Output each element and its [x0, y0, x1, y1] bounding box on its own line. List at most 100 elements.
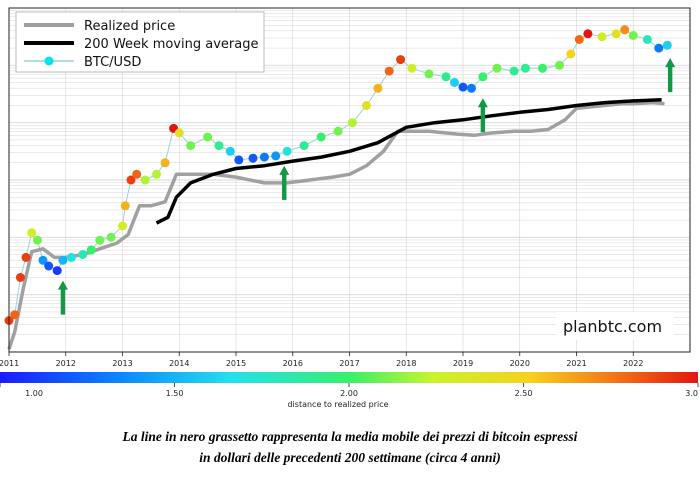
btc-usd-point [271, 151, 281, 161]
btc-usd-point [78, 250, 88, 259]
btc-usd-point [120, 201, 130, 211]
legend-btc-marker-icon [44, 56, 54, 66]
watermark-box [556, 312, 674, 340]
x-tick-label: 2013 [112, 359, 132, 368]
colorbar-tick-label: 1.00 [25, 389, 43, 398]
btc-usd-point [234, 155, 244, 165]
btc-usd-point [282, 146, 292, 156]
ma200-line [155, 97, 662, 225]
x-tick-label: 2021 [566, 359, 586, 368]
btc-usd-point [424, 69, 434, 79]
realized-price-line [7, 100, 665, 350]
x-tick-label: 2012 [56, 359, 76, 368]
colorbar-tick-label: 2.50 [515, 389, 533, 398]
btc-usd-point [86, 245, 96, 255]
btc-usd-point [52, 266, 62, 276]
btc-usd-point [478, 72, 488, 82]
green-arrow-shaft [480, 106, 486, 133]
caption: La line in nero grassetto rappresenta la… [0, 426, 700, 468]
btc-usd-point [27, 228, 37, 238]
btc-usd-point [186, 141, 196, 151]
green-arrow-head [57, 280, 68, 290]
btc-usd-point [44, 261, 54, 271]
btc-usd-point [132, 169, 142, 179]
btc-usd-point [566, 49, 576, 59]
btc-usd-point [384, 66, 394, 76]
legend-btc-label: BTC/USD [84, 55, 141, 70]
btc-usd-point [441, 72, 451, 82]
btc-usd-point [407, 63, 417, 73]
btc-usd-point [248, 153, 258, 163]
btc-usd-point [583, 29, 593, 39]
btc-usd-point [10, 310, 20, 320]
btc-usd-point [373, 83, 383, 93]
colorbar-tick-label: 1.50 [166, 389, 184, 398]
legend-realized-label: Realized price [84, 19, 175, 34]
green-arrow-head [665, 58, 676, 68]
btc-usd-point [492, 63, 502, 73]
series-layer [4, 25, 672, 350]
x-tick-label: 2018 [396, 359, 416, 368]
x-tick-label: 2014 [169, 359, 189, 368]
x-tick-label: 2020 [510, 359, 530, 368]
btc-usd-point [259, 152, 269, 162]
btc-usd-point [597, 32, 607, 42]
btc-usd-point [225, 146, 235, 156]
colorbar-ticks: 1.00 1.50 2.00 2.50 3.0 [0, 383, 699, 398]
x-tick-labels: 2011 2012 2013 2014 2015 2016 2017 2018 2019 2020… [0, 352, 643, 368]
btc-usd-point [140, 175, 150, 185]
btc-usd-point [95, 235, 105, 245]
btc-usd-point [174, 128, 184, 138]
x-tick-label: 2022 [623, 359, 643, 368]
btc-usd-point [458, 82, 468, 92]
btc-usd-point [160, 158, 170, 168]
x-tick-label: 2016 [283, 359, 303, 368]
btc-usd-point [520, 63, 530, 73]
btc-usd-point [396, 55, 406, 65]
legend-ma200-label: 200 Week moving average [84, 37, 258, 52]
btc-usd-point [574, 35, 584, 44]
btc-usd-point [333, 126, 343, 136]
btc-usd-point [509, 66, 519, 76]
btc-usd-point [106, 232, 116, 242]
btc-usd-point [620, 25, 630, 35]
btc-usd-point [467, 83, 476, 93]
btc-usd-point [15, 273, 25, 282]
btc-usd-point [316, 132, 326, 142]
btc-usd-point [152, 169, 161, 179]
btc-usd-point [118, 221, 127, 231]
legend-box [15, 11, 265, 73]
colorbar-tick-label: 2.00 [340, 389, 358, 398]
btc-usd-point [362, 101, 371, 110]
x-tick-label: 2019 [453, 359, 473, 368]
colorbar-label: distance to realized price [287, 400, 388, 409]
watermark-text: planbtc.com [563, 317, 662, 336]
colorbar-tick-label: 3.0 [685, 389, 698, 398]
green-arrow-head [279, 165, 290, 175]
x-tick-label: 2015 [226, 359, 246, 368]
x-tick-label: 2017 [339, 359, 359, 368]
green-arrow-shaft [60, 288, 66, 315]
btc-usd-point [347, 118, 357, 128]
green-arrow-shaft [667, 66, 673, 93]
x-tick-label: 2011 [0, 359, 19, 368]
plot-frame [8, 7, 691, 353]
btc-usd-point [21, 252, 31, 262]
btc-usd-point [628, 31, 638, 40]
btc-usd-point [38, 255, 48, 265]
legend: Realized price 200 Week moving average B… [15, 11, 265, 73]
btc-usd-point [32, 235, 42, 245]
btc-usd-point [642, 35, 652, 44]
btc-usd-point [611, 29, 621, 39]
caption-line-2: in dollari delle precedenti 200 settiman… [199, 450, 501, 465]
btc-usd-point [555, 60, 564, 70]
colorbar [0, 372, 698, 383]
btc-usd-point [66, 252, 76, 262]
btc-usd-point [58, 255, 68, 265]
btc-usd-point [654, 43, 664, 53]
btc-usd-point [299, 141, 309, 151]
btc-usd-point [450, 78, 459, 87]
caption-line-1: La line in nero grassetto rappresenta la… [122, 429, 578, 444]
green-arrow-head [477, 98, 488, 108]
